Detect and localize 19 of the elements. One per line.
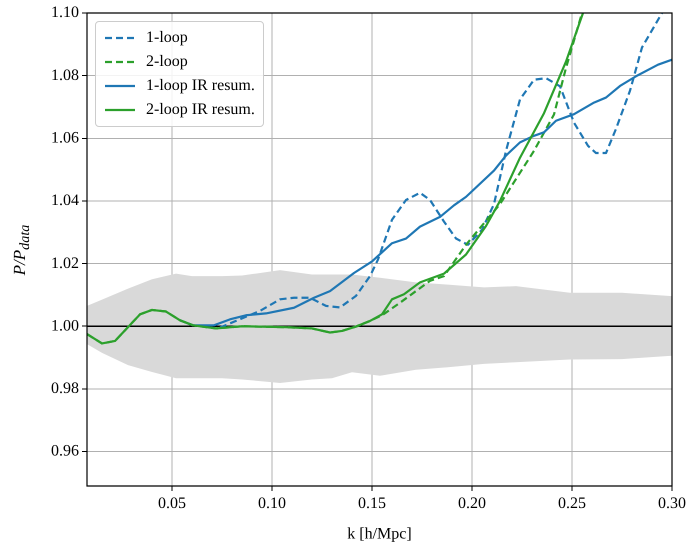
legend-label: 2-loop IR resum.: [146, 101, 255, 119]
y-tick-label: 1.04: [51, 192, 79, 210]
y-tick-label: 1.10: [51, 4, 79, 22]
x-tick-label: 0.05: [158, 494, 186, 512]
y-tick-label: 0.96: [51, 442, 79, 460]
x-tick-label: 0.30: [658, 494, 686, 512]
legend-label: 2-loop: [146, 53, 188, 71]
legend-label: 1-loop IR resum.: [146, 77, 255, 95]
y-tick-label: 1.08: [51, 66, 79, 84]
x-axis-title: k [h/Mpc]: [347, 526, 412, 543]
y-tick-label: 1.06: [51, 130, 79, 146]
x-tick-label: 0.10: [258, 494, 286, 512]
y-tick-label: 1.00: [51, 317, 79, 334]
x-tick-label: 0.20: [458, 494, 486, 512]
legend-label: 1-loop: [146, 29, 188, 47]
y-tick-label: 0.98: [51, 380, 79, 398]
x-tick-label: 0.15: [358, 494, 386, 512]
x-tick-label: 0.25: [558, 494, 586, 512]
y-tick-label: 1.02: [51, 254, 79, 272]
